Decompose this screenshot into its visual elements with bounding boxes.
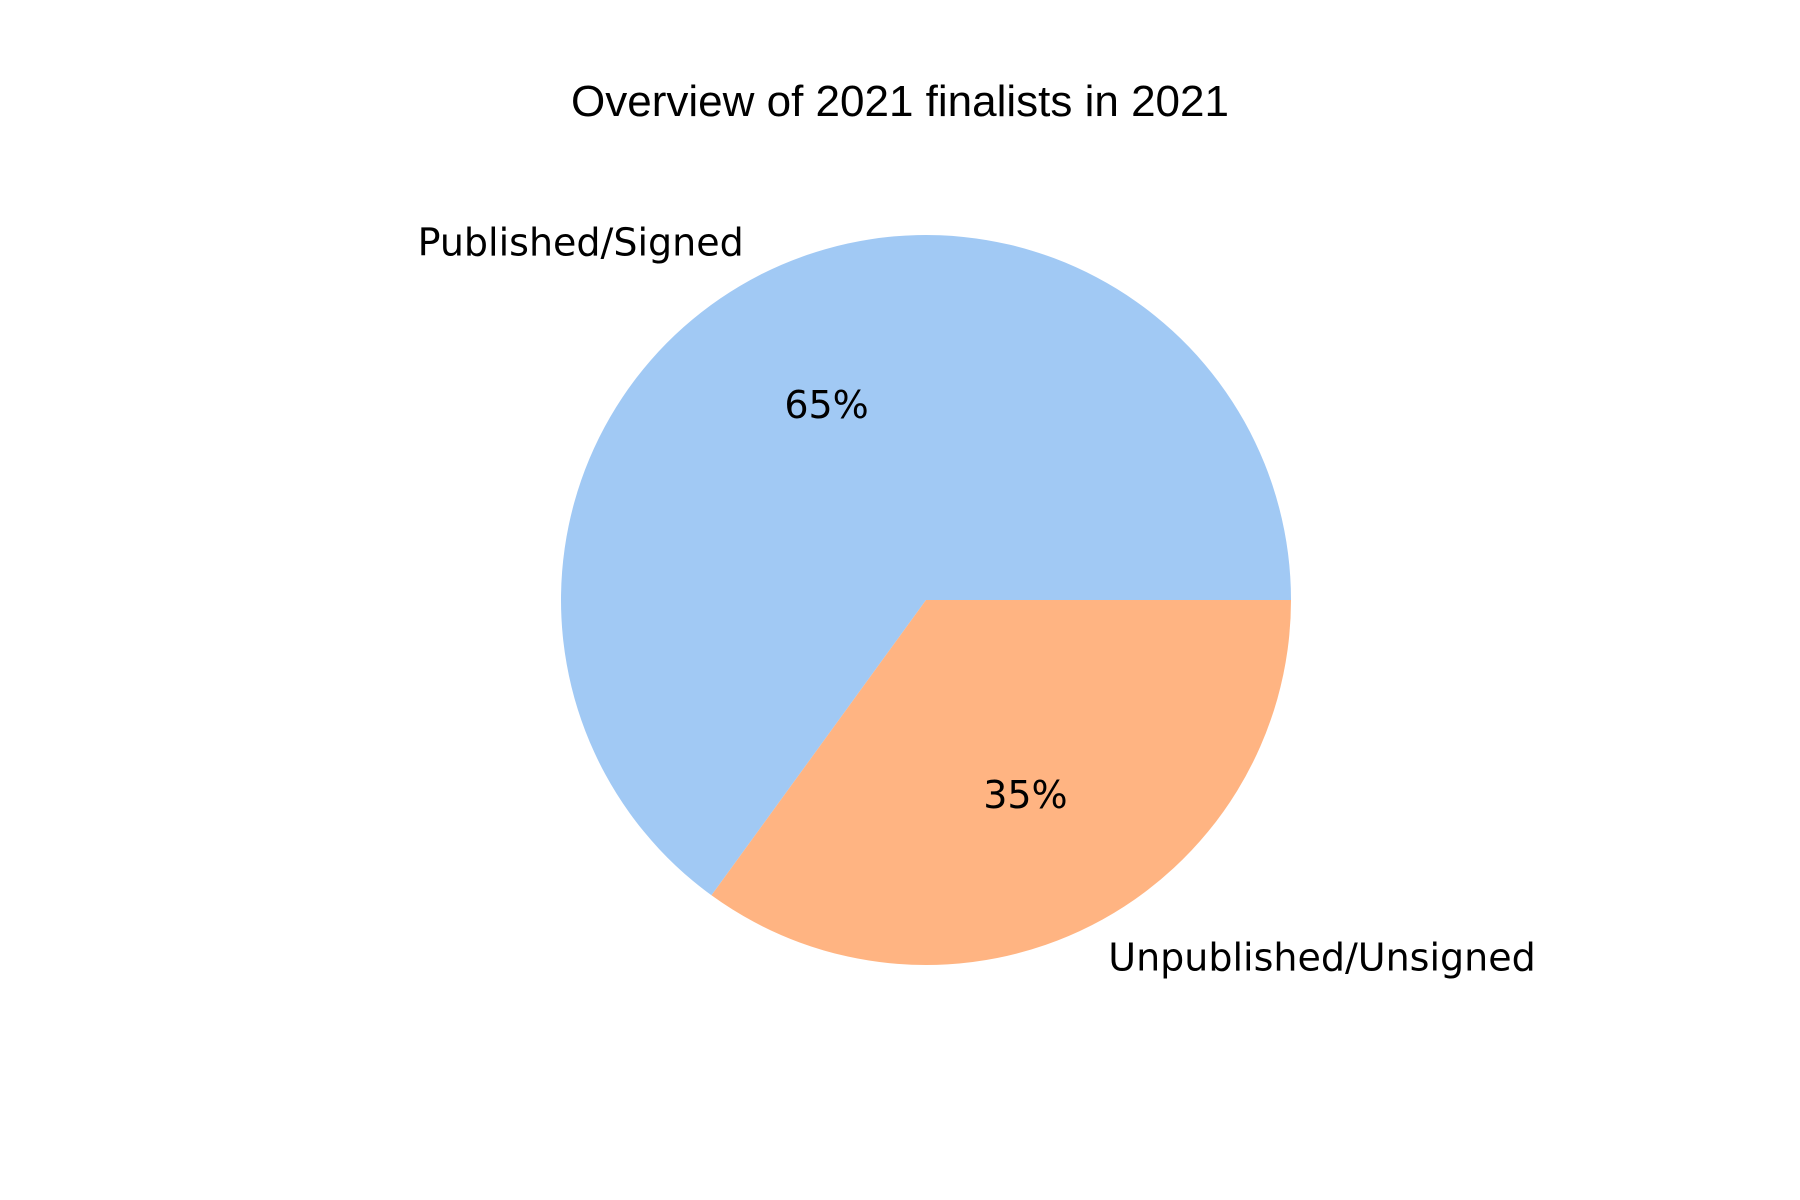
slice-pct-label-1: 65%: [784, 383, 868, 427]
pie-slice-1: [560, 235, 1291, 896]
slice-pct-label-2: 35%: [983, 773, 1067, 817]
pie-slice-2: [711, 600, 1291, 965]
pie-slices: [560, 235, 1291, 965]
slice-label-2: Unpublished/Unsigned: [1108, 936, 1535, 980]
pie-labels: Published/Signed 65% Unpublished/Unsigned 3…: [418, 220, 1536, 979]
chart-title: Overview of 2021 finalists in 2021: [571, 77, 1229, 126]
slice-label-1: Published/Signed: [418, 220, 744, 264]
